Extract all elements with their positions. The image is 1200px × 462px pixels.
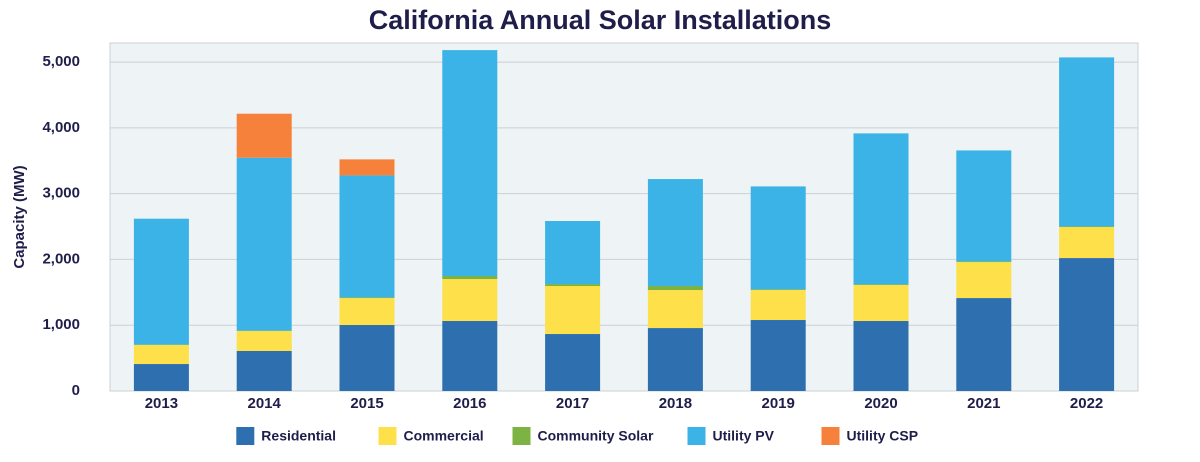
bar-segment xyxy=(545,221,601,285)
bar-segment xyxy=(956,150,1012,262)
bar-segment xyxy=(956,262,1012,299)
bar-segment xyxy=(647,179,703,287)
legend-label: Commercial xyxy=(404,428,484,444)
bar-segment xyxy=(236,351,292,391)
x-tick-label: 2013 xyxy=(145,395,178,412)
x-tick-label: 2020 xyxy=(864,395,897,412)
bar-segment xyxy=(853,285,909,322)
bar-segment xyxy=(750,320,806,391)
bar-segment xyxy=(339,159,395,176)
bar-segment xyxy=(236,157,292,331)
bar-segment xyxy=(956,298,1012,391)
x-tick-label: 2018 xyxy=(659,395,692,412)
bar-segment xyxy=(236,113,292,158)
bar-segment xyxy=(236,331,292,352)
bar-segment xyxy=(750,186,806,290)
legend-label: Residential xyxy=(261,428,336,444)
bar-segment xyxy=(133,344,189,365)
bar-segment xyxy=(133,364,189,391)
legend-swatch xyxy=(378,427,397,445)
legend-swatch xyxy=(236,427,255,445)
y-tick-label: 1,000 xyxy=(42,316,80,333)
bar-segment xyxy=(545,334,601,391)
bar-segment xyxy=(750,289,806,291)
bar-segment xyxy=(1059,258,1115,391)
bar-segment xyxy=(442,276,498,280)
bar-segment xyxy=(647,290,703,329)
y-tick-label: 3,000 xyxy=(42,185,80,202)
y-axis-label: Capacity (MW) xyxy=(11,165,28,268)
bar-segment xyxy=(853,321,909,391)
x-tick-label: 2014 xyxy=(248,395,282,412)
bar-segment xyxy=(647,286,703,291)
x-tick-label: 2015 xyxy=(350,395,383,412)
bar-segment xyxy=(442,50,498,277)
bar-segment xyxy=(1059,226,1115,228)
bar-segment xyxy=(442,321,498,391)
legend-swatch xyxy=(821,427,840,445)
legend-swatch xyxy=(512,427,531,445)
bar-segment xyxy=(853,133,909,285)
x-tick-label: 2019 xyxy=(762,395,795,412)
y-tick-label: 5,000 xyxy=(42,53,80,70)
bar-segment xyxy=(339,298,395,326)
bar-segment xyxy=(339,325,395,391)
bar-segment xyxy=(442,279,498,322)
y-tick-label: 2,000 xyxy=(42,250,80,267)
bar-segment xyxy=(545,284,601,287)
bar-segment xyxy=(1059,227,1115,259)
bar-segment xyxy=(133,218,189,345)
legend-label: Utility CSP xyxy=(847,428,919,444)
bar-segment xyxy=(647,328,703,391)
bar-segment xyxy=(339,175,395,298)
x-tick-label: 2017 xyxy=(556,395,589,412)
x-tick-label: 2022 xyxy=(1070,395,1103,412)
y-tick-label: 0 xyxy=(72,382,80,399)
x-tick-label: 2021 xyxy=(967,395,1000,412)
bar-segment xyxy=(750,290,806,321)
legend-swatch xyxy=(687,427,706,445)
bar-segment xyxy=(339,297,395,299)
bar-segment xyxy=(545,286,601,335)
legend-label: Utility PV xyxy=(713,428,775,444)
y-tick-label: 4,000 xyxy=(42,119,80,136)
bar-segment xyxy=(853,284,909,286)
bar-segment xyxy=(1059,57,1115,227)
legend-label: Community Solar xyxy=(538,428,654,444)
bar-segment xyxy=(956,261,1012,263)
chart-title: California Annual Solar Installations xyxy=(369,5,832,35)
legend: Residential Commercial Community Solar Util… xyxy=(236,427,918,445)
x-tick-label: 2016 xyxy=(453,395,486,412)
